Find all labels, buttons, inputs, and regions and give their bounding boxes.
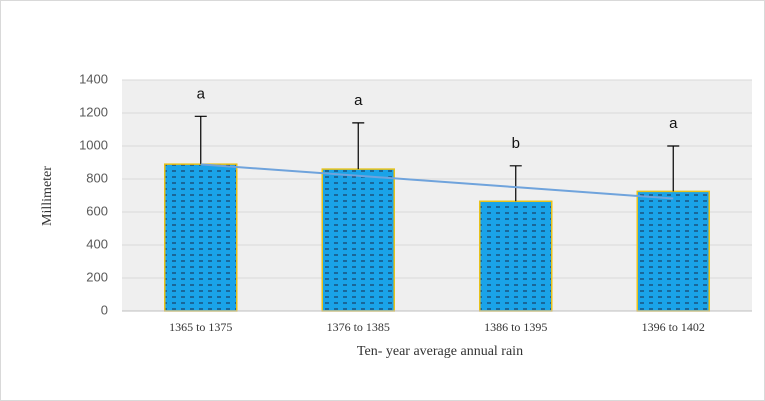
error-bar	[194, 115, 207, 165]
x-tick-label: 1365 to 1375	[169, 320, 232, 334]
y-axis-title: Millimeter	[40, 166, 55, 226]
y-tick-label: 600	[86, 203, 108, 218]
x-axis-title: Ten- year average annual rain	[357, 344, 523, 359]
bar	[636, 190, 710, 312]
x-tick-label: 1386 to 1395	[484, 320, 547, 334]
y-tick-label: 800	[86, 170, 108, 185]
x-tick-label: 1376 to 1385	[327, 320, 390, 334]
y-tick-label: 0	[101, 302, 108, 317]
error-bar	[667, 145, 680, 192]
y-tick-label: 1000	[79, 137, 108, 152]
error-bar	[509, 165, 522, 202]
annotation: a	[669, 115, 678, 132]
annotation: b	[512, 135, 520, 152]
annotation: a	[197, 85, 206, 102]
bar	[479, 200, 553, 312]
error-bar	[352, 122, 365, 170]
y-tick-label: 1400	[79, 71, 108, 86]
annotation: a	[354, 92, 363, 109]
x-tick-label: 1396 to 1402	[642, 320, 705, 334]
trendline	[200, 163, 674, 200]
y-tick-label: 200	[86, 269, 108, 284]
y-tick-label: 400	[86, 236, 108, 251]
y-tick-label: 1200	[79, 104, 108, 119]
bar	[164, 163, 238, 312]
bar	[321, 168, 395, 312]
